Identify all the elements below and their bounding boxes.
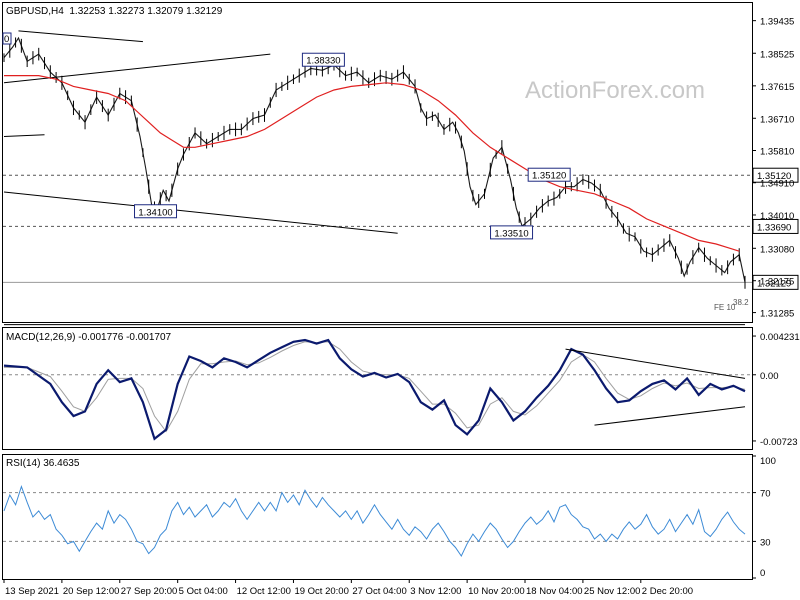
x-tick-label-4: 12 Oct 12:00 <box>237 586 291 597</box>
macd-trendline-1 <box>594 406 746 426</box>
price-ytick-label-4: 1.35810 <box>760 147 794 158</box>
rsi-ytick-label-1: 70 <box>760 489 771 500</box>
x-tick-label-9: 18 Nov 04:00 <box>526 586 583 597</box>
price-ytick-label-8: 1.32175 <box>760 277 794 288</box>
price-annotation-box-0 <box>301 52 345 67</box>
price-ytick-label-9: 1.31285 <box>760 309 794 320</box>
rsi-line <box>3 484 746 558</box>
x-tick-label-3: 5 Oct 04:00 <box>179 586 228 597</box>
macd-main-line <box>3 338 746 441</box>
price-annotation-label-0: 1.38330 <box>306 56 340 67</box>
price-panel <box>2 2 753 323</box>
macd-layer: 0.004231 0.00 -0.00723 <box>3 332 800 448</box>
x-tick-label-0: 13 Sep 2021 <box>5 586 59 597</box>
x-tick-label-2: 27 Sep 20:00 <box>121 586 178 597</box>
macd-signal-line <box>4 341 746 433</box>
price-annotation-box-3 <box>490 225 534 240</box>
price-trendline-2 <box>3 134 45 138</box>
level-tag-box-0 <box>752 167 799 183</box>
price-title: GBPUSD,H4 1.32253 1.32273 1.32079 1.3212… <box>6 6 223 17</box>
price-annotation-label-1: 1.35120 <box>532 171 566 182</box>
edge-tag-label: 0 <box>4 34 9 45</box>
x-tick-label-7: 3 Nov 12:00 <box>410 586 461 597</box>
rsi-title: RSI(14) 36.4635 <box>6 458 80 469</box>
price-ytick-label-5: 1.34910 <box>760 179 794 190</box>
macd-ytick-label-2: -0.00723 <box>760 437 798 448</box>
price-ytick-label-2: 1.37615 <box>760 82 794 93</box>
x-tick-label-11: 2 Dec 20:00 <box>642 586 693 597</box>
price-ytick-label-0: 1.39435 <box>760 17 794 28</box>
x-tick-label-5: 19 Oct 20:00 <box>294 586 348 597</box>
price-ma-line <box>4 75 740 252</box>
price-ytick-label-7: 1.33080 <box>760 244 794 255</box>
level-tag-box-1 <box>752 218 799 234</box>
price-annotation-box-2 <box>134 204 178 219</box>
level-tag-label-1: 1.33690 <box>757 222 791 233</box>
rsi-layer: 100 70 30 0 <box>3 455 776 579</box>
x-tick-label-8: 10 Nov 20:00 <box>468 586 525 597</box>
x-tick-label-1: 20 Sep 12:00 <box>63 586 120 597</box>
price-annotation-box-1 <box>527 167 571 182</box>
price-annotation-label-2: 1.34100 <box>138 207 172 218</box>
edge-tag-box <box>2 32 12 45</box>
rsi-ytick-label-2: 30 <box>760 537 771 548</box>
price-trendline-3 <box>3 191 398 234</box>
x-tick-label-10: 25 Nov 12:00 <box>584 586 641 597</box>
macd-trendline-0 <box>565 348 746 379</box>
axis-layer: 13 Sep 2021 20 Sep 12:00 27 Sep 20:00 5 Oct… <box>3 579 693 597</box>
price-layer: 1.35120 1.33690 1.32129 1.39435 1.38525 1.376… <box>2 17 799 326</box>
rsi-ytick-label-0: 100 <box>760 456 776 467</box>
x-tick-label-6: 27 Oct 04:00 <box>352 586 406 597</box>
rsi-ytick-label-3: 0 <box>760 568 765 579</box>
watermark: ActionForex.com <box>525 77 705 104</box>
price-trendline-0 <box>18 30 143 43</box>
price-ytick-label-6: 1.34010 <box>760 211 794 222</box>
level-tag-box-2 <box>752 274 799 290</box>
macd-title: MACD(12,26,9) -0.001776 -0.001707 <box>6 332 172 343</box>
macd-ytick-label-1: 0.00 <box>760 371 779 382</box>
fib-tag-value: 38.2 <box>733 298 749 307</box>
price-ytick-label-3: 1.36710 <box>760 114 794 125</box>
price-annotation-label-3: 1.33510 <box>494 228 528 239</box>
macd-ytick-label-0: 0.004231 <box>760 332 800 343</box>
price-ytick-label-1: 1.38525 <box>760 49 794 60</box>
level-tag-label-2: 1.32129 <box>757 278 791 289</box>
fib-tag-label: FE 10 <box>714 303 736 312</box>
level-tag-label-0: 1.35120 <box>757 171 791 182</box>
macd-panel <box>2 327 753 450</box>
rsi-panel <box>2 454 753 580</box>
